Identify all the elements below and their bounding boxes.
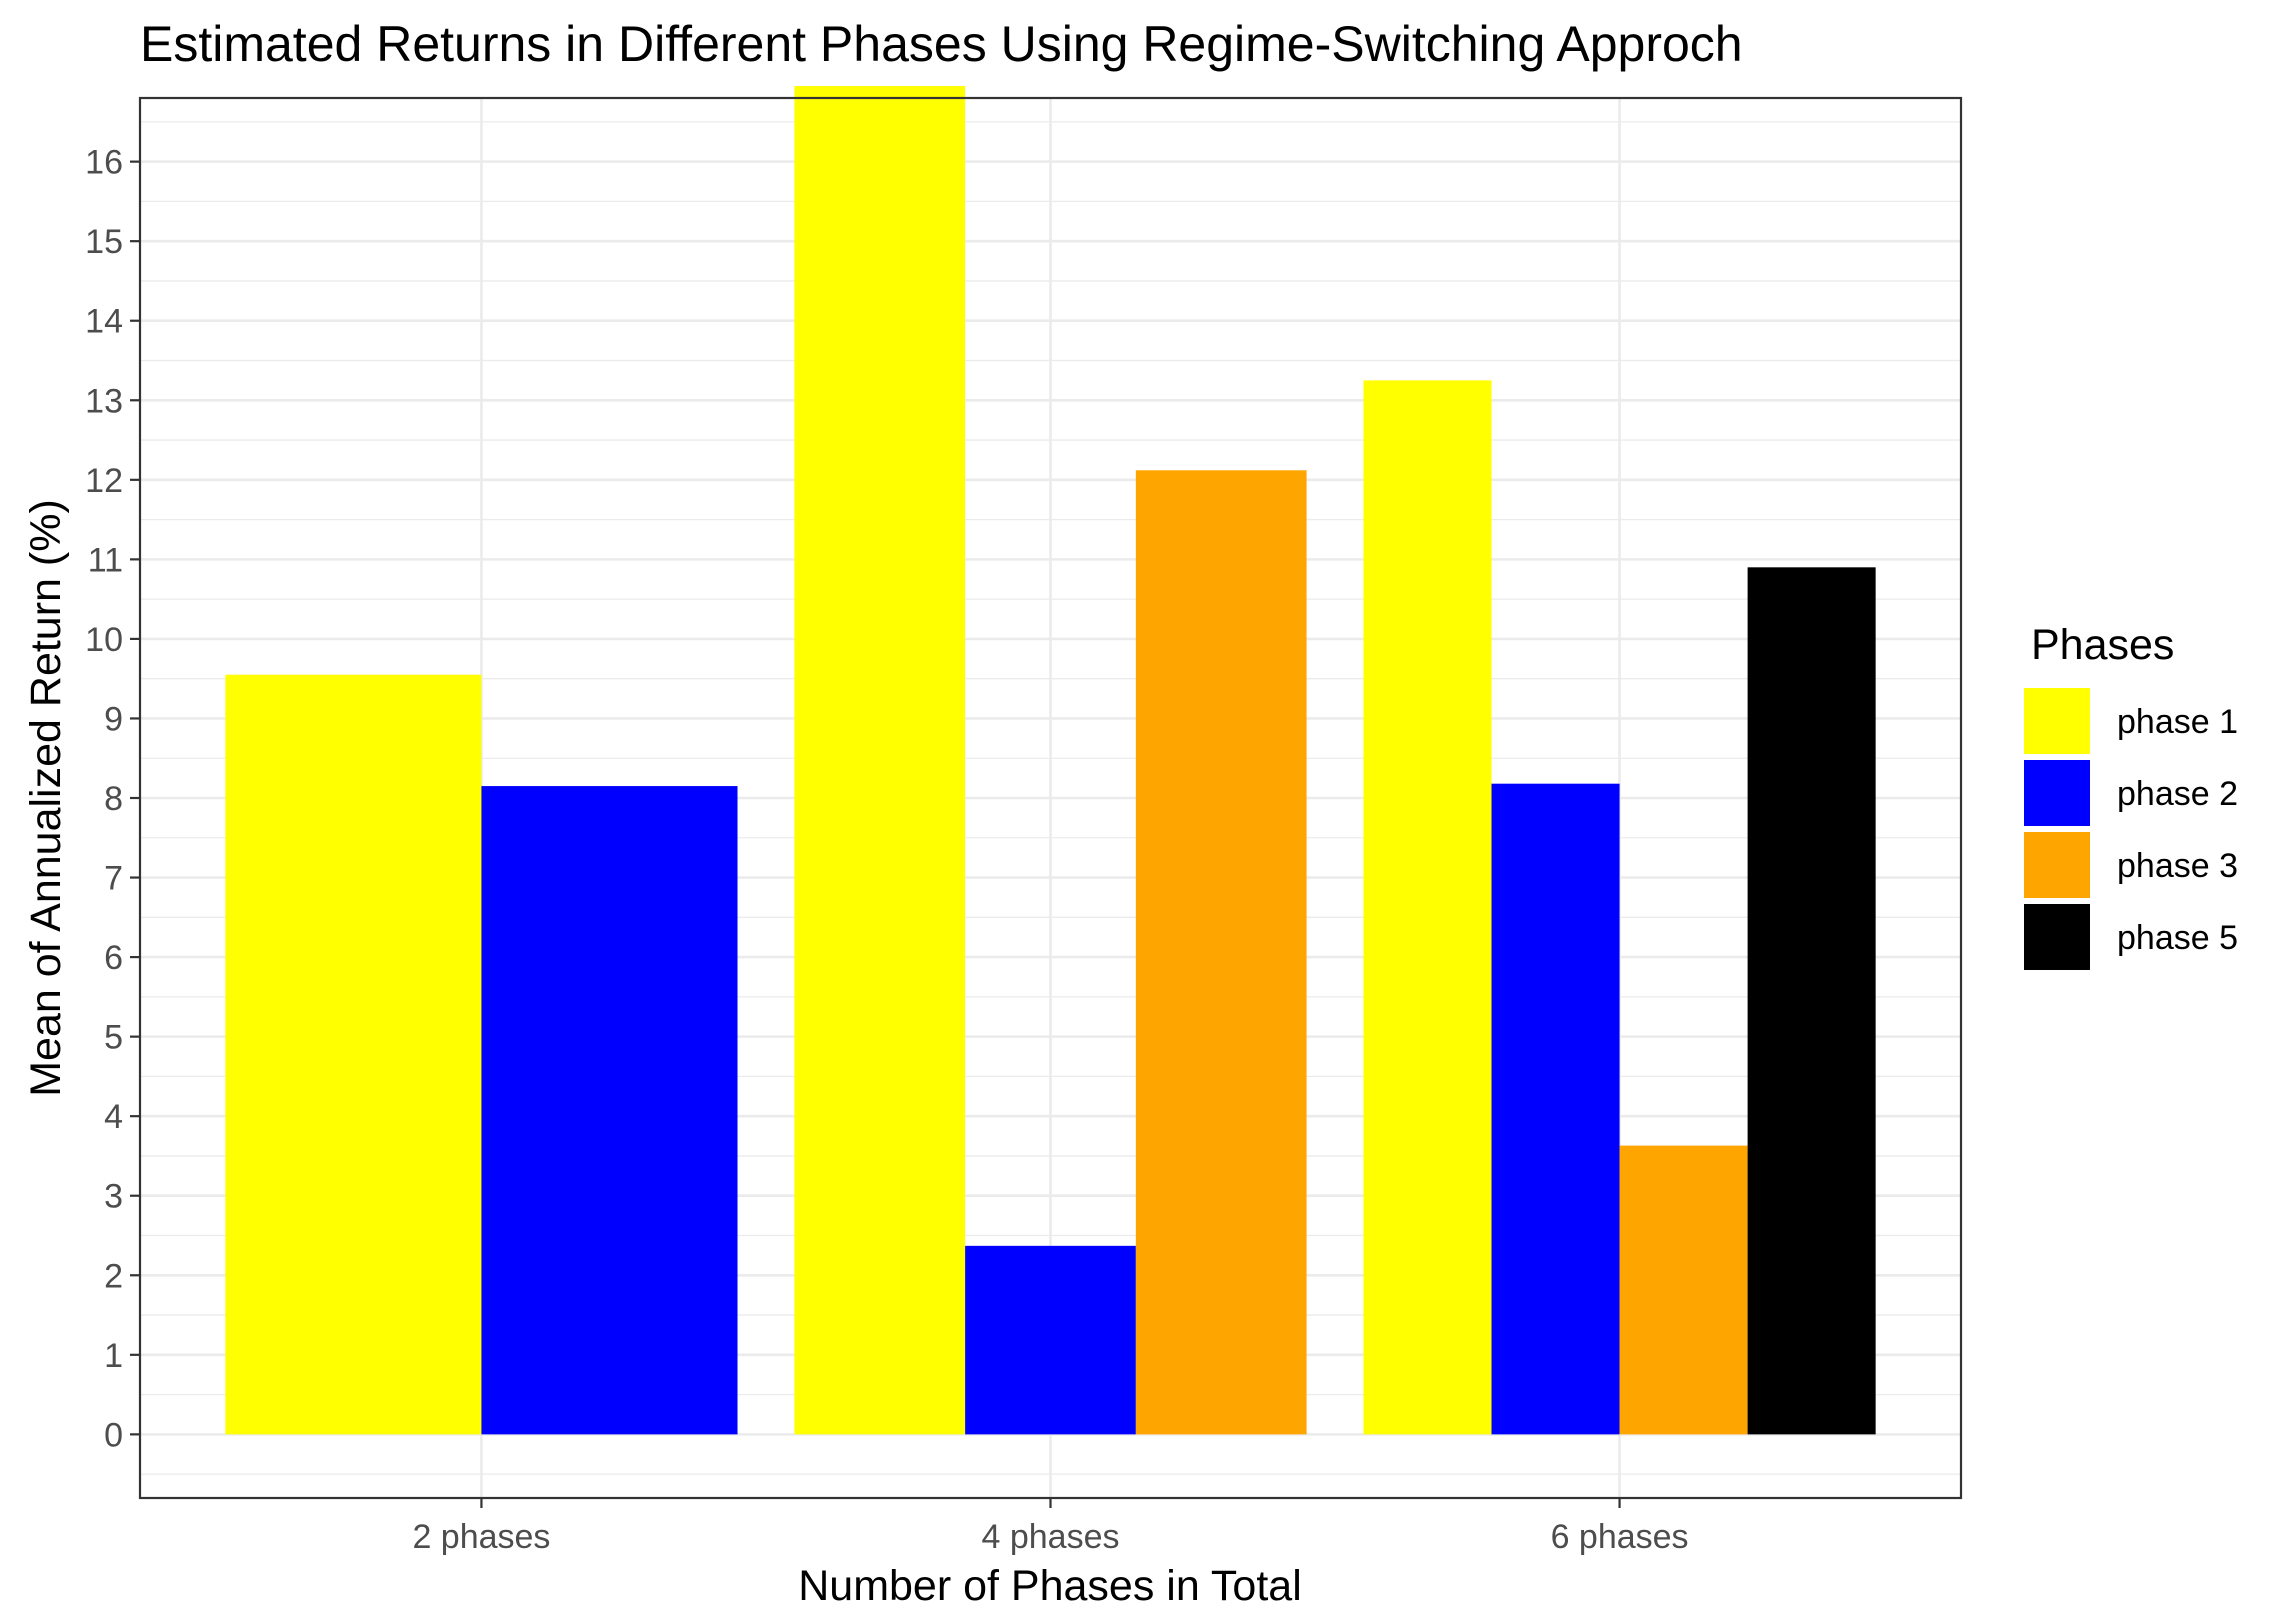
y-tick-label: 4 [104, 1098, 123, 1136]
y-tick-label: 11 [88, 541, 123, 579]
legend-label: phase 5 [2117, 919, 2238, 957]
y-tick-label: 0 [104, 1416, 123, 1454]
y-tick-label: 12 [85, 462, 123, 500]
bar-phase-2-6-phases [1491, 783, 1620, 1435]
bar-phase-3-4-phases [1135, 470, 1307, 1435]
bar-phase-2-2-phases [481, 786, 738, 1435]
y-tick-label: 2 [104, 1257, 123, 1295]
y-tick-label: 13 [85, 382, 123, 420]
legend-key [2024, 760, 2090, 826]
y-tick-label: 7 [104, 860, 123, 898]
x-axis-title: Number of Phases in Total [798, 1562, 1302, 1610]
y-tick-label: 16 [85, 144, 123, 182]
y-tick-label: 3 [104, 1178, 123, 1216]
legend: Phases phase 1 phase 2 phase 3 phase 5 [2024, 621, 2238, 970]
y-tick-label: 15 [85, 223, 123, 261]
bar-phase-1-6-phases [1363, 380, 1492, 1435]
bars [225, 86, 1876, 1435]
legend-key [2024, 904, 2090, 970]
bar-phase-3-6-phases [1619, 1145, 1748, 1435]
y-tick-label: 9 [104, 700, 123, 738]
chart-title: Estimated Returns in Different Phases Us… [140, 16, 1743, 72]
y-axis-title: Mean of Annualized Return (%) [22, 499, 70, 1097]
legend-key [2024, 832, 2090, 898]
x-tick-label: 6 phases [1551, 1518, 1689, 1556]
y-tick-label: 6 [104, 939, 123, 977]
x-axis: 2 phases 4 phases 6 phases [412, 1498, 1689, 1556]
x-tick-label: 2 phases [412, 1518, 550, 1556]
x-tick-label: 4 phases [982, 1518, 1120, 1556]
bar-phase-1-4-phases [794, 86, 966, 1435]
bar-phase-1-2-phases [225, 674, 482, 1435]
y-tick-label: 10 [85, 621, 123, 659]
y-tick-label: 8 [104, 780, 123, 818]
bar-phase-2-4-phases [965, 1245, 1136, 1435]
y-tick-label: 5 [104, 1019, 123, 1057]
y-tick-label: 1 [104, 1337, 123, 1375]
legend-label: phase 2 [2117, 775, 2238, 813]
y-tick-label: 14 [85, 303, 123, 341]
bar-phase-5-6-phases [1747, 567, 1876, 1435]
legend-key [2024, 688, 2090, 754]
legend-title: Phases [2031, 621, 2174, 669]
legend-label: phase 3 [2117, 847, 2238, 885]
legend-label: phase 1 [2117, 703, 2238, 741]
